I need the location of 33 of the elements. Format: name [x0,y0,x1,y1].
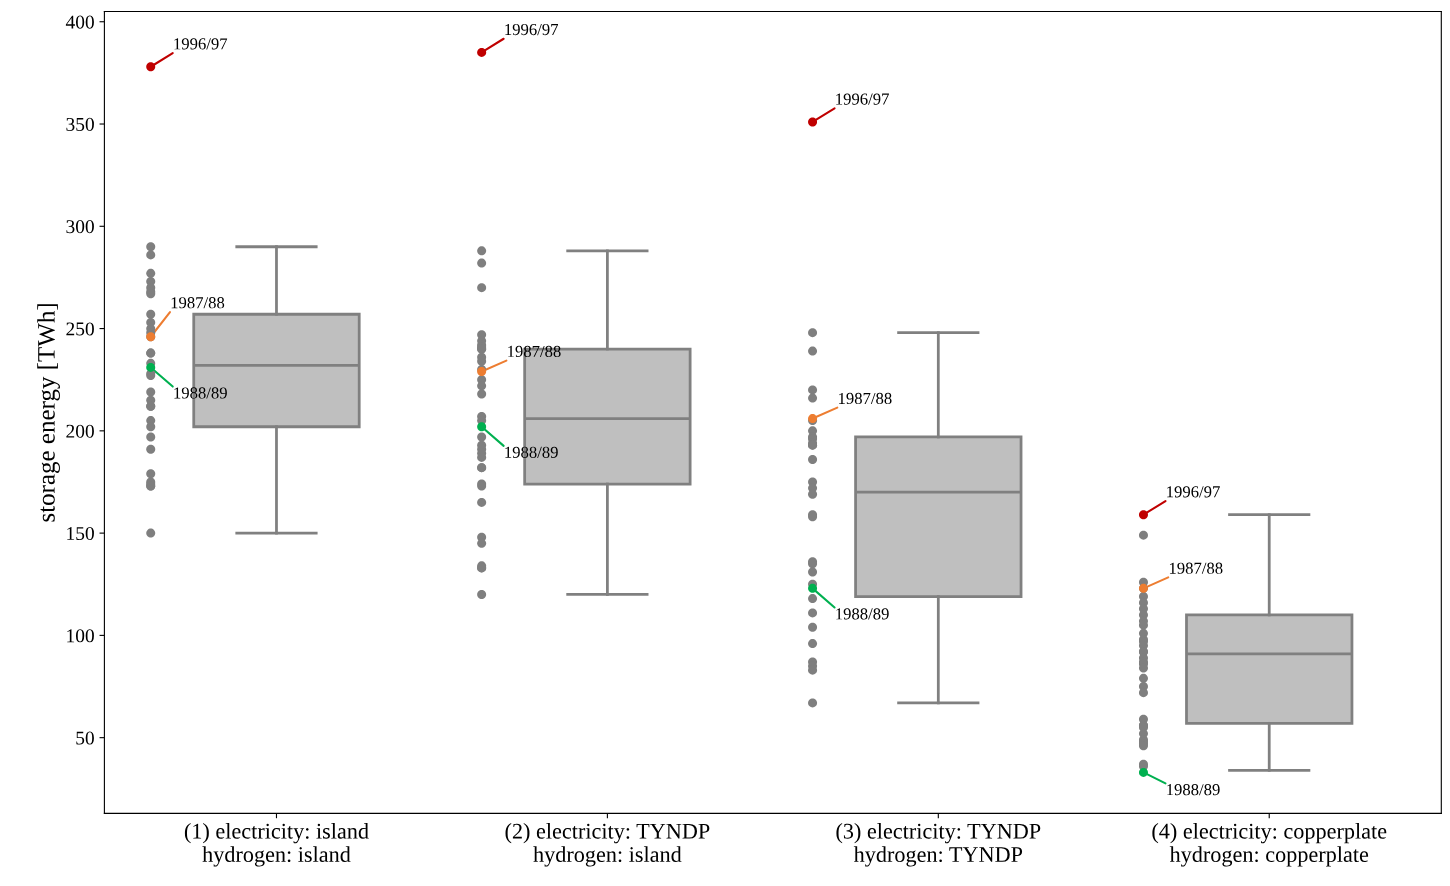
annotation: 1996/97 [505,23,559,36]
annotation: 1987/88 [508,345,561,358]
annotation: 1987/88 [1169,562,1223,574]
point [477,422,487,432]
x-tick-label: (4) electricity: copperplate hydrogen: copperplate [1152,823,1387,867]
y-tick-label: 150 [67,526,94,541]
x-tick-label: (2) electricity: TYNDP hydrogen: island [505,823,710,867]
annotation: 1988/89 [836,608,889,620]
y-tick-label: 300 [66,220,94,234]
point [808,583,818,593]
y-tick-label: 350 [66,117,94,131]
x-tick-label: (3) electricity: TYNDP hydrogen: TYNDP [836,823,1041,867]
point [146,62,156,72]
y-tick-label: 100 [67,629,94,643]
annotation: 1988/89 [1167,784,1220,796]
point [1138,510,1148,520]
annotation: 1987/88 [171,297,225,309]
y-tick-label: 250 [66,322,94,336]
point [808,117,818,127]
annotation: 1987/88 [839,392,892,405]
annotation: 1988/89 [505,446,558,458]
point [146,362,156,372]
annotation: 1996/97 [174,38,228,50]
annotation: 1988/89 [174,387,227,399]
point [1138,767,1148,777]
annotation: 1996/97 [1167,486,1220,498]
y-tick-label: 400 [65,15,94,29]
annotation: 1996/97 [836,93,889,105]
y-tick-label: 50 [76,731,94,745]
x-tick-label: (1) electricity: island hydrogen: island [184,823,369,867]
y-tick-label: 200 [66,424,94,438]
y-axis-title: storage energy [TWh] [37,304,60,522]
point [477,47,487,57]
